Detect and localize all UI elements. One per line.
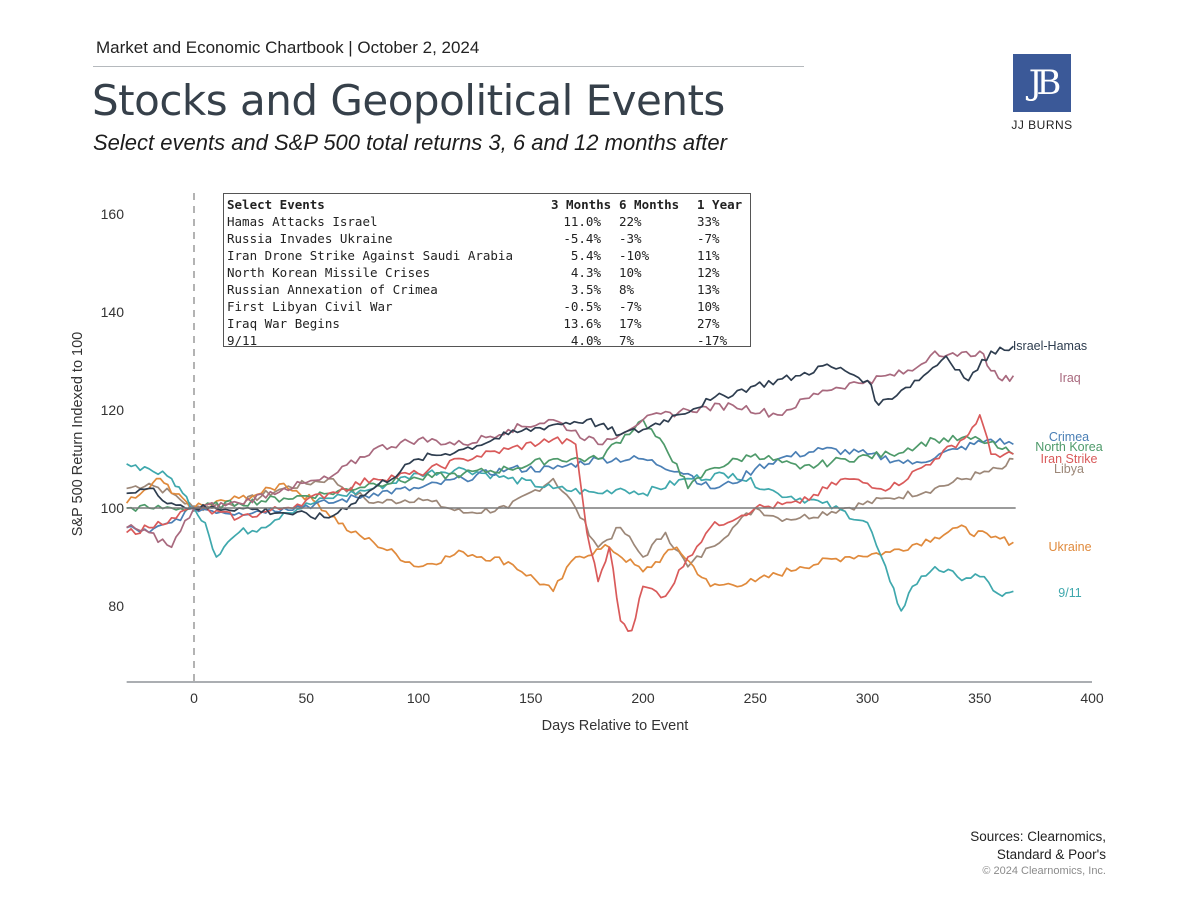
series-line-crimea bbox=[126, 437, 1014, 534]
event-name: Russia Invades Ukraine bbox=[227, 231, 393, 246]
y-tick-label: 160 bbox=[101, 206, 125, 222]
series-label: Iraq bbox=[1059, 371, 1081, 385]
return-6-months: -7% bbox=[619, 299, 642, 314]
series-line-north-korea bbox=[126, 418, 1014, 512]
x-axis-title: Days Relative to Event bbox=[542, 718, 689, 734]
header-6-months: 6 Months bbox=[619, 197, 680, 212]
table-row: Iraq War Begins 13.6% 17% 27% bbox=[227, 315, 747, 332]
series-label: Israel-Hamas bbox=[1013, 339, 1087, 353]
return-6-months: 22% bbox=[619, 214, 642, 229]
header-divider bbox=[93, 66, 804, 67]
chartbook-header: Market and Economic Chartbook | October … bbox=[96, 38, 480, 57]
series-line-iran-strike bbox=[126, 414, 1014, 632]
header-3-months: 3 Months bbox=[551, 197, 612, 212]
event-name: Russian Annexation of Crimea bbox=[227, 282, 438, 297]
return-3-months: 4.3% bbox=[570, 265, 601, 280]
return-6-months: 17% bbox=[619, 316, 642, 331]
series-label: Ukraine bbox=[1048, 540, 1091, 554]
return-1-year: -7% bbox=[697, 231, 720, 246]
return-6-months: 7% bbox=[619, 333, 635, 348]
x-tick-label: 100 bbox=[407, 690, 431, 706]
event-name: North Korean Missile Crises bbox=[227, 265, 431, 280]
x-tick-label: 50 bbox=[298, 690, 314, 706]
jj-burns-logo-text: JJ BURNS bbox=[1011, 118, 1073, 132]
series-label: Iran Strike bbox=[1041, 452, 1098, 466]
series-label: North Korea bbox=[1035, 440, 1102, 454]
return-1-year: 11% bbox=[697, 248, 720, 263]
table-row: Iran Drone Strike Against Saudi Arabia 5.… bbox=[227, 247, 747, 264]
jj-burns-logo-mark: JB bbox=[1013, 54, 1071, 112]
y-tick-label: 140 bbox=[101, 304, 125, 320]
sources-line-1: Sources: Clearnomics, bbox=[970, 829, 1106, 844]
y-tick-label: 120 bbox=[101, 402, 125, 418]
return-6-months: 8% bbox=[619, 282, 635, 297]
event-name: 9/11 bbox=[227, 333, 258, 348]
table-row: Russian Annexation of Crimea 3.5% 8% 13% bbox=[227, 281, 747, 298]
return-3-months: 3.5% bbox=[570, 282, 601, 297]
series-line-9-11 bbox=[126, 463, 1014, 612]
series-line-ukraine bbox=[125, 477, 1014, 593]
series-line-israel-hamas bbox=[126, 345, 1014, 520]
table-row: First Libyan Civil War -0.5% -7% 10% bbox=[227, 298, 747, 315]
event-name: Hamas Attacks Israel bbox=[227, 214, 378, 229]
series-label: Crimea bbox=[1049, 430, 1089, 444]
return-6-months: -10% bbox=[619, 248, 650, 263]
return-1-year: 12% bbox=[697, 265, 720, 280]
return-6-months: -3% bbox=[619, 231, 642, 246]
x-tick-label: 200 bbox=[631, 690, 655, 706]
table-row: Hamas Attacks Israel 11.0% 22% 33% bbox=[227, 213, 747, 230]
table-row: North Korean Missile Crises 4.3% 10% 12% bbox=[227, 264, 747, 281]
return-3-months: 5.4% bbox=[570, 248, 601, 263]
y-tick-label: 100 bbox=[101, 500, 125, 516]
events-returns-table: Select Events 3 Months 6 Months 1 Year H… bbox=[223, 193, 751, 349]
page-title: Stocks and Geopolitical Events bbox=[92, 76, 725, 125]
return-6-months: 10% bbox=[619, 265, 642, 280]
table-header-row: Select Events 3 Months 6 Months 1 Year bbox=[227, 196, 747, 213]
event-name: First Libyan Civil War bbox=[227, 299, 393, 314]
header-events: Select Events bbox=[227, 197, 325, 212]
x-tick-label: 0 bbox=[190, 690, 198, 706]
sources-note: Sources: Clearnomics, Standard & Poor's bbox=[970, 828, 1106, 864]
return-1-year: 10% bbox=[697, 299, 720, 314]
return-3-months: -5.4% bbox=[563, 231, 601, 246]
x-tick-label: 250 bbox=[744, 690, 768, 706]
x-tick-label: 300 bbox=[856, 690, 880, 706]
series-label: Libya bbox=[1054, 462, 1084, 476]
event-name: Iraq War Begins bbox=[227, 316, 340, 331]
y-tick-label: 80 bbox=[108, 598, 124, 614]
return-3-months: 11.0% bbox=[563, 214, 601, 229]
x-tick-label: 350 bbox=[968, 690, 992, 706]
x-tick-label: 400 bbox=[1080, 690, 1104, 706]
return-1-year: -17% bbox=[697, 333, 728, 348]
page-subtitle: Select events and S&P 500 total returns … bbox=[93, 130, 727, 155]
sources-line-2: Standard & Poor's bbox=[996, 847, 1106, 862]
x-tick-label: 150 bbox=[519, 690, 543, 706]
header-1-year: 1 Year bbox=[697, 197, 743, 212]
return-3-months: 13.6% bbox=[563, 316, 601, 331]
return-3-months: 4.0% bbox=[570, 333, 601, 348]
return-1-year: 27% bbox=[697, 316, 720, 331]
return-3-months: -0.5% bbox=[563, 299, 601, 314]
series-label: 9/11 bbox=[1058, 586, 1081, 600]
series-line-libya bbox=[126, 457, 1014, 568]
table-row: Russia Invades Ukraine -5.4% -3% -7% bbox=[227, 230, 747, 247]
y-axis-title: S&P 500 Return Indexed to 100 bbox=[70, 332, 86, 537]
copyright: © 2024 Clearnomics, Inc. bbox=[982, 865, 1106, 877]
series-line-iraq bbox=[126, 350, 1015, 549]
event-name: Iran Drone Strike Against Saudi Arabia bbox=[227, 248, 513, 263]
return-1-year: 13% bbox=[697, 282, 720, 297]
table-row: 9/11 4.0% 7% -17% bbox=[227, 332, 747, 349]
return-1-year: 33% bbox=[697, 214, 720, 229]
